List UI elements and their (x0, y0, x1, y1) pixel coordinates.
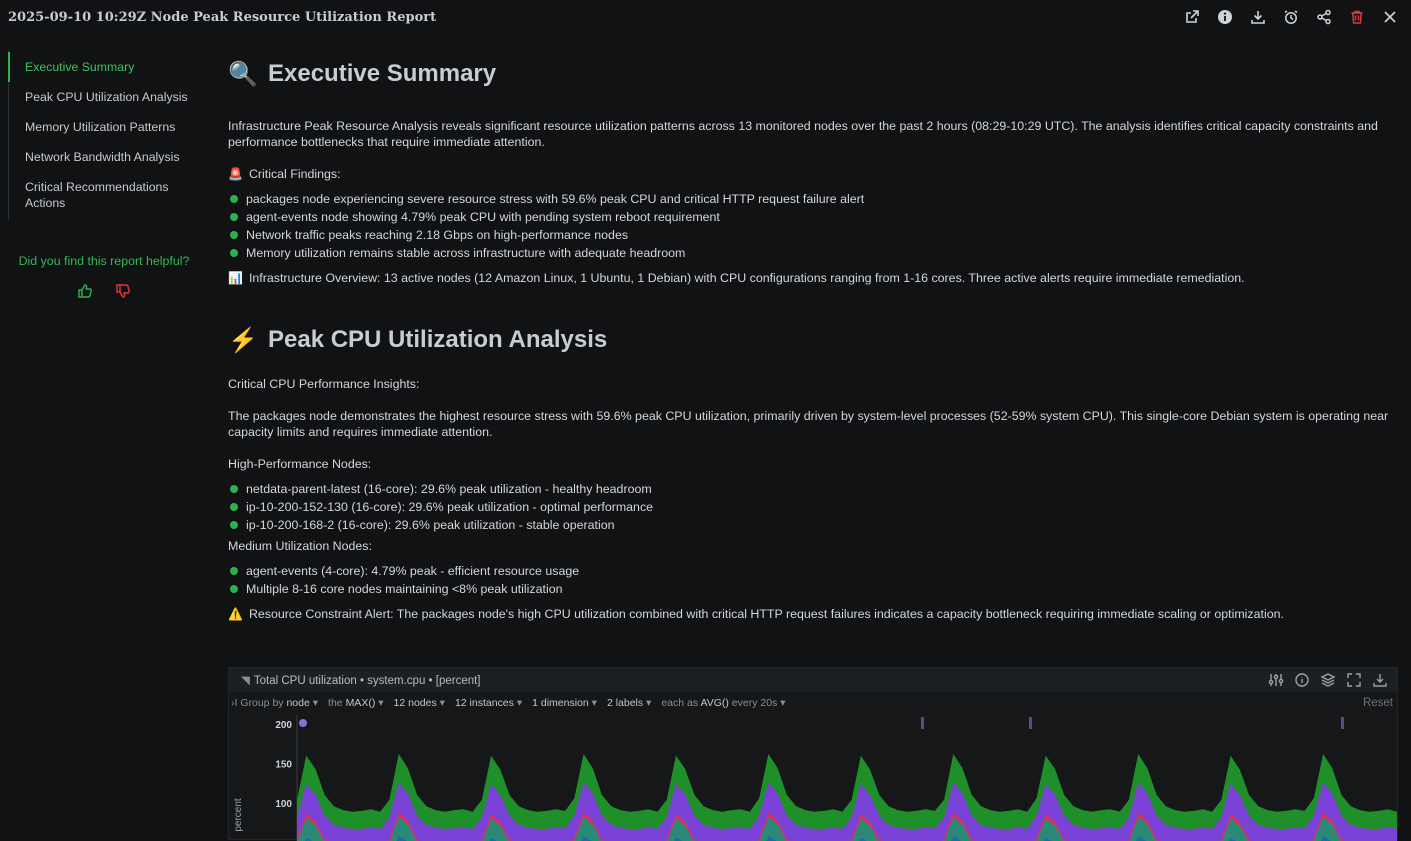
resource-constraint-alert: ⚠️Resource Constraint Alert: The package… (228, 606, 1398, 622)
bullet-dot-icon (230, 521, 238, 529)
aggregation-filter[interactable]: the MAX() ▾ (328, 697, 383, 709)
feedback: Did you find this report helpful? (8, 254, 200, 300)
y-tick-label: 150 (275, 760, 292, 771)
nodes-filter[interactable]: 12 nodes ▾ (394, 697, 445, 709)
lightning-icon: ⚡ (228, 326, 258, 355)
alarm-clock-icon[interactable] (1282, 8, 1300, 26)
thumbs-up-icon[interactable] (76, 282, 94, 300)
thumbs-down-icon[interactable] (114, 282, 132, 300)
y-axis-label: percent (233, 798, 244, 832)
toc-executive-summary[interactable]: Executive Summary (8, 52, 200, 82)
list-item: Multiple 8-16 core nodes maintaining <8%… (228, 580, 1398, 598)
list-item: ip-10-200-152-130 (16-core): 29.6% peak … (228, 498, 1398, 516)
bullet-dot-icon (230, 585, 238, 593)
close-icon[interactable] (1381, 8, 1399, 26)
magnifier-icon: 🔍 (228, 60, 258, 89)
bullet-dot-icon (230, 213, 238, 221)
critical-findings-label: 🚨Critical Findings: (228, 166, 1398, 182)
section-heading-executive-summary: 🔍 Executive Summary (228, 56, 1398, 92)
feedback-question: Did you find this report helpful? (8, 254, 200, 268)
chart-info-icon[interactable] (1293, 671, 1311, 689)
section-heading-peak-cpu: ⚡ Peak CPU Utilization Analysis (228, 322, 1398, 358)
list-item: agent-events (4-core): 4.79% peak - effi… (228, 562, 1398, 580)
report-body: 🔍 Executive Summary Infrastructure Peak … (228, 56, 1398, 622)
trash-icon[interactable] (1348, 8, 1366, 26)
cpu-insights: The packages node demonstrates the highe… (228, 408, 1398, 440)
bullet-dot-icon (230, 249, 238, 257)
cpu-area-chart[interactable]: percent 200 150 100 (229, 715, 1397, 841)
chart-type-icon: ◥ (241, 675, 250, 687)
annotation-marker (299, 719, 307, 727)
y-tick-label: 100 (275, 799, 292, 810)
download-icon[interactable] (1249, 8, 1267, 26)
alert-marker (921, 717, 924, 729)
table-of-contents: Executive Summary Peak CPU Utilization A… (8, 50, 200, 220)
toc-peak-cpu[interactable]: Peak CPU Utilization Analysis (9, 82, 200, 112)
warning-icon: ⚠️ (228, 607, 243, 621)
bullet-dot-icon (230, 567, 238, 575)
sidebar: Executive Summary Peak CPU Utilization A… (8, 50, 200, 300)
labels-filter[interactable]: 2 labels ▾ (607, 697, 651, 709)
time-aggregation-filter[interactable]: each as AVG() every 20s ▾ (661, 697, 785, 709)
fullscreen-icon[interactable] (1345, 671, 1363, 689)
siren-icon: 🚨 (228, 167, 243, 181)
exec-intro: Infrastructure Peak Resource Analysis re… (228, 118, 1398, 150)
bullet-dot-icon (230, 485, 238, 493)
layers-icon[interactable] (1319, 671, 1337, 689)
toc-network[interactable]: Network Bandwidth Analysis (9, 142, 200, 172)
y-tick-label: 200 (275, 720, 292, 731)
list-item: packages node experiencing severe resour… (228, 190, 1398, 208)
chart-tools (1267, 671, 1389, 689)
medium-utilization-label: Medium Utilization Nodes: (228, 538, 1398, 554)
toc-recommendations[interactable]: Critical Recommendations Actions (9, 172, 200, 218)
chart-download-icon[interactable] (1371, 671, 1389, 689)
report-title: 2025-09-10 10:29Z Node Peak Resource Uti… (8, 10, 436, 25)
toolbar-actions (1183, 8, 1403, 26)
sliders-icon[interactable] (1267, 671, 1285, 689)
list-item: Network traffic peaks reaching 2.18 Gbps… (228, 226, 1398, 244)
reset-button[interactable]: Reset (1363, 697, 1393, 709)
toc-memory[interactable]: Memory Utilization Patterns (9, 112, 200, 142)
open-external-icon[interactable] (1183, 8, 1201, 26)
share-icon[interactable] (1315, 8, 1333, 26)
bullet-dot-icon (230, 503, 238, 511)
infrastructure-overview: 📊Infrastructure Overview: 13 active node… (228, 270, 1398, 286)
list-item: netdata-parent-latest (16-core): 29.6% p… (228, 480, 1398, 498)
alert-marker (1341, 717, 1344, 729)
high-performance-label: High-Performance Nodes: (228, 456, 1398, 472)
list-item: ip-10-200-168-2 (16-core): 29.6% peak ut… (228, 516, 1398, 534)
list-item: Memory utilization remains stable across… (228, 244, 1398, 262)
high-performance-list: netdata-parent-latest (16-core): 29.6% p… (228, 480, 1398, 534)
alert-marker (1029, 717, 1032, 729)
critical-findings-list: packages node experiencing severe resour… (228, 190, 1398, 262)
dimensions-filter[interactable]: 1 dimension ▾ (532, 697, 597, 709)
info-icon[interactable] (1216, 8, 1234, 26)
chart-header: ◥Total CPU utilization • system.cpu • [p… (229, 668, 1397, 692)
instances-filter[interactable]: 12 instances ▾ (455, 697, 522, 709)
medium-utilization-list: agent-events (4-core): 4.79% peak - effi… (228, 562, 1398, 598)
list-item: agent-events node showing 4.79% peak CPU… (228, 208, 1398, 226)
bullet-dot-icon (230, 231, 238, 239)
bullet-dot-icon (230, 195, 238, 203)
group-by-filter[interactable]: ›I Group by node ▾ (231, 697, 318, 709)
chart-title: ◥Total CPU utilization • system.cpu • [p… (241, 673, 481, 687)
cpu-chart-widget: ◥Total CPU utilization • system.cpu • [p… (228, 667, 1398, 840)
bar-chart-icon: 📊 (228, 271, 243, 285)
top-bar: 2025-09-10 10:29Z Node Peak Resource Uti… (0, 0, 1411, 34)
cpu-insights-label: Critical CPU Performance Insights: (228, 376, 1398, 392)
chart-filters: ›I Group by node ▾ the MAX() ▾ 12 nodes … (229, 692, 1397, 714)
